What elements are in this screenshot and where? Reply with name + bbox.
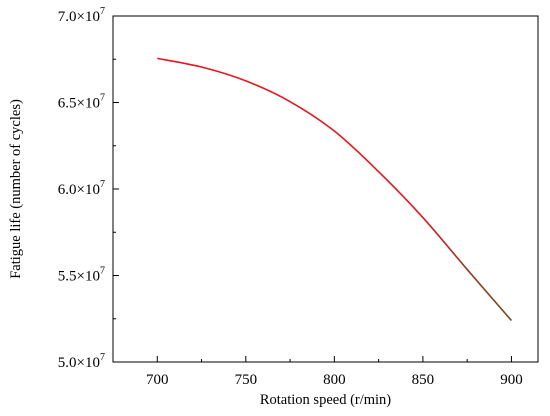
x-tick-label: 750: [235, 372, 258, 388]
y-tick-label: 5.5×107: [58, 266, 105, 285]
y-tick-label: 6.5×107: [58, 93, 105, 112]
series-layer: [157, 57, 513, 322]
x-tick-label: 850: [412, 372, 435, 388]
plot-frame: [112, 15, 539, 363]
x-tick-label: 700: [146, 372, 169, 388]
y-tick-label: 7.0×107: [58, 6, 105, 25]
x-tick-label: 800: [323, 372, 346, 388]
x-axis-title: Rotation speed (r/min): [260, 392, 391, 408]
series-line: [157, 57, 513, 322]
y-axis-title: Fatigue life (number of cycles): [8, 99, 24, 279]
x-axis-ticks: 700 750 800 850 900: [146, 356, 523, 388]
y-axis-ticks: 5.0×107 5.5×107 6.0×107 6.5×107 7.0×107: [58, 6, 119, 371]
x-tick-label: 900: [500, 372, 523, 388]
y-tick-label: 5.0×107: [58, 352, 105, 371]
y-tick-label: 6.0×107: [58, 179, 105, 198]
